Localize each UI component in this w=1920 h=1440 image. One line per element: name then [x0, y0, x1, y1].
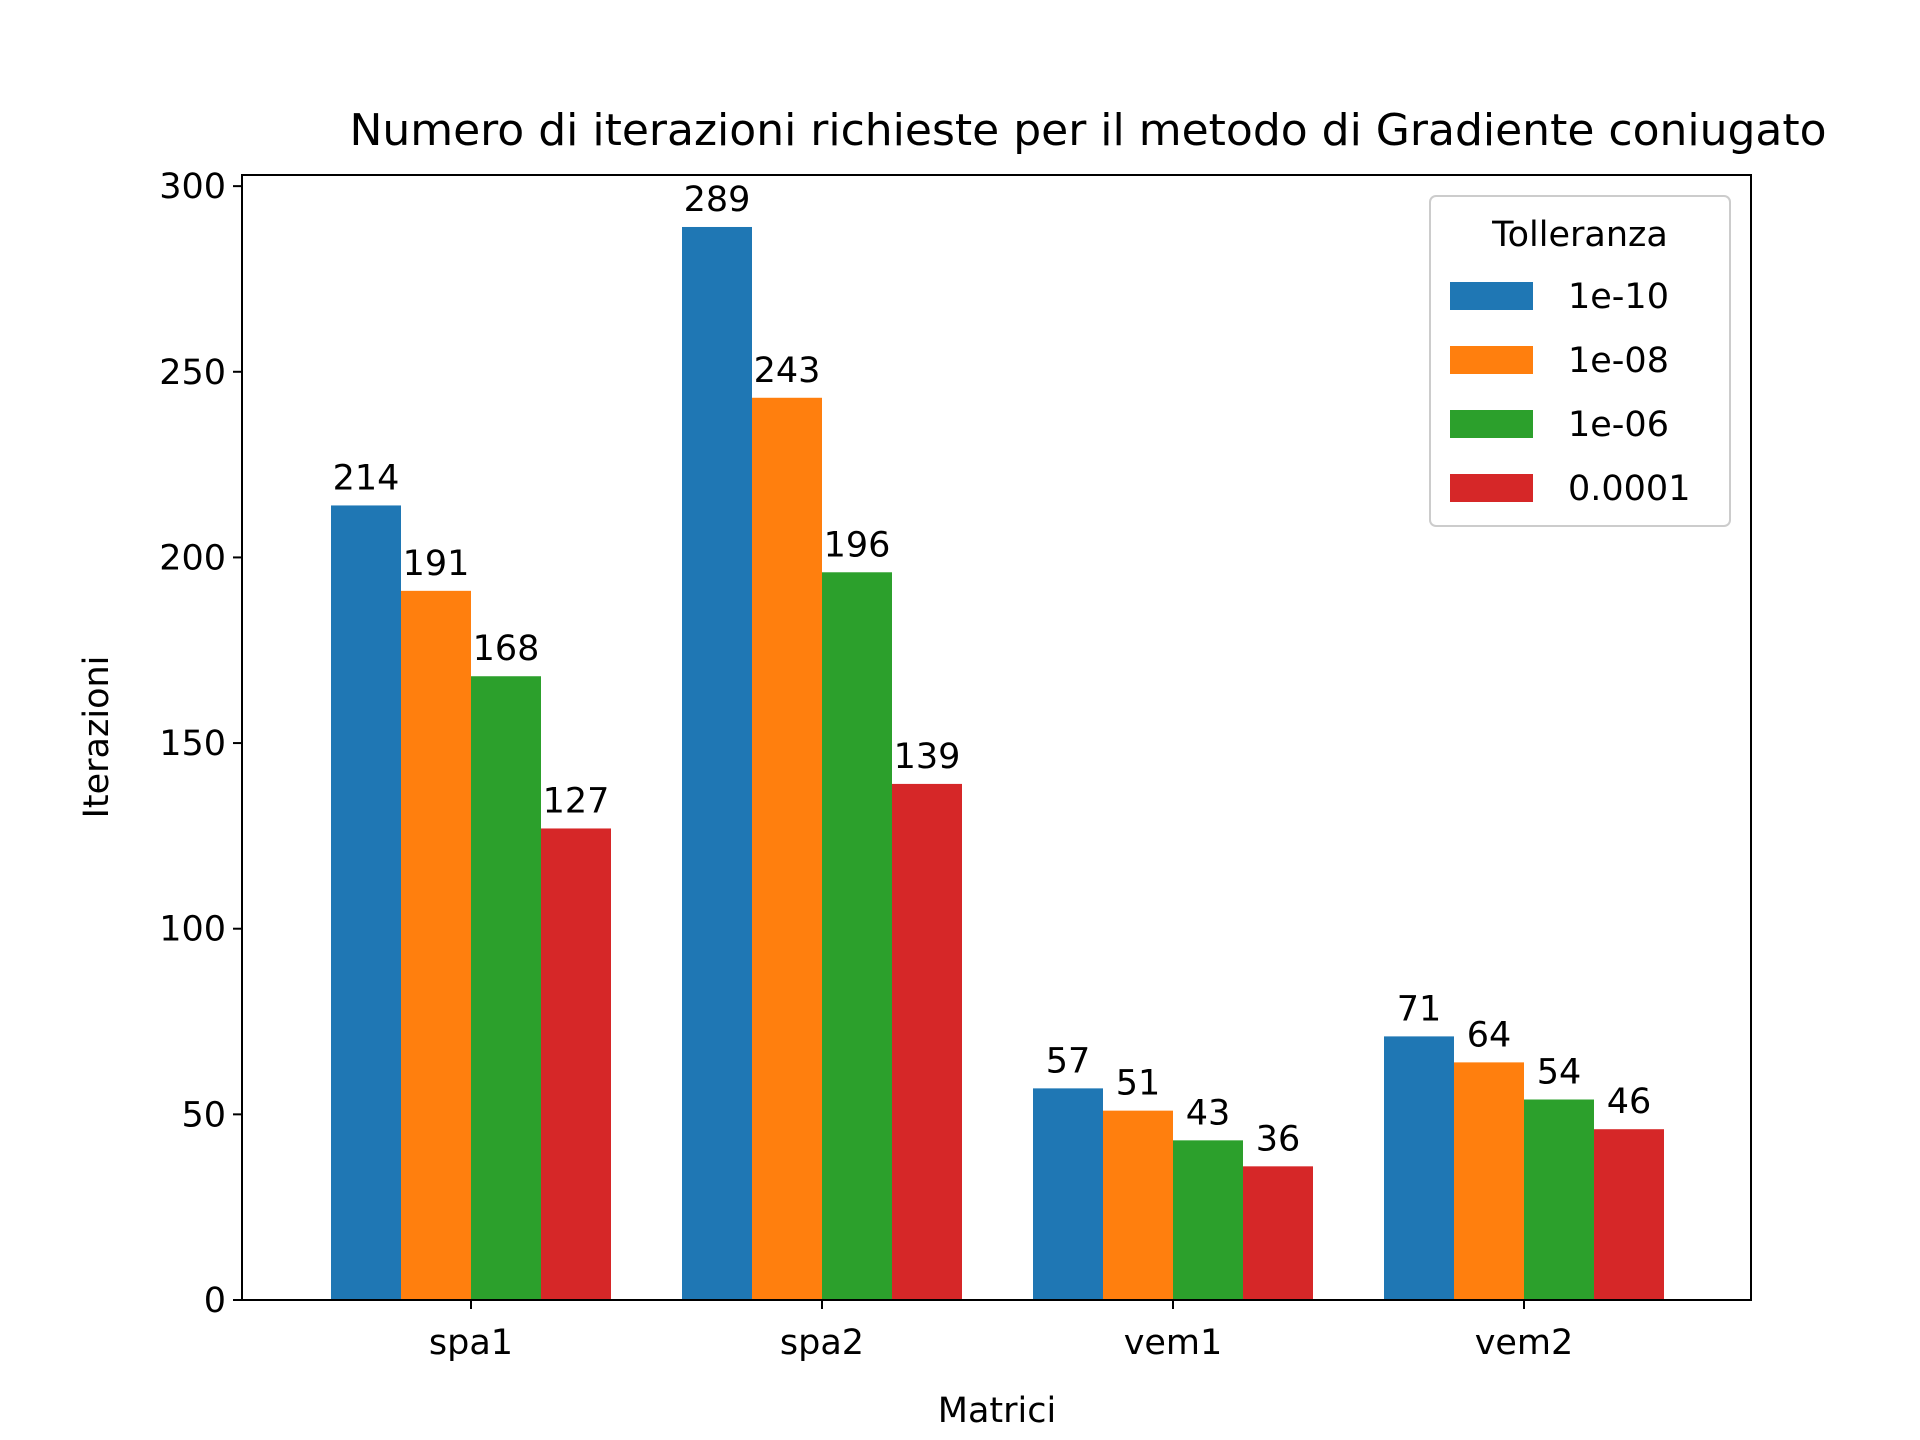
- legend: Tolleranza 1e-10 1e-08 1e-06 0.0001: [1429, 195, 1731, 527]
- y-tick-label: 250: [159, 353, 226, 393]
- bar-0.0001-vem1: [1243, 1166, 1313, 1300]
- legend-label-0.0001: 0.0001: [1568, 469, 1690, 509]
- bar-value-label: 289: [684, 180, 751, 220]
- legend-label-1e-10: 1e-10: [1568, 277, 1669, 317]
- bar-value-label: 64: [1467, 1015, 1512, 1055]
- bars-group: [331, 226, 1664, 1300]
- y-tick-label: 300: [159, 167, 226, 207]
- bar-value-label: 168: [473, 629, 540, 669]
- x-axis-label: Matrici: [938, 1391, 1056, 1431]
- bar-value-label: 46: [1607, 1082, 1652, 1122]
- bar-1e-10-vem2: [1384, 1036, 1454, 1300]
- legend-frame: [1429, 195, 1731, 527]
- bar-value-label: 36: [1256, 1119, 1301, 1159]
- bar-value-label: 71: [1397, 989, 1442, 1029]
- bar-1e-10-spa2: [682, 226, 752, 1300]
- legend-swatch-1e-08: [1450, 346, 1533, 374]
- bar-1e-10-vem1: [1033, 1088, 1103, 1300]
- x-axis: spa1 spa2 vem1 vem2: [429, 1300, 1573, 1363]
- legend-label-1e-06: 1e-06: [1568, 405, 1669, 445]
- bar-1e-10-spa1: [331, 505, 401, 1300]
- bar-value-label: 51: [1116, 1064, 1161, 1104]
- bar-value-label: 127: [543, 781, 610, 821]
- y-tick-label: 200: [159, 538, 226, 578]
- legend-label-1e-08: 1e-08: [1568, 341, 1669, 381]
- bar-value-label: 214: [333, 458, 400, 498]
- bar-value-label: 54: [1537, 1053, 1582, 1093]
- bar-1e-08-vem1: [1103, 1110, 1173, 1300]
- bar-value-label: 191: [403, 544, 470, 584]
- x-tick-label-spa1: spa1: [429, 1323, 513, 1363]
- bar-labels-group: 214 289 57 71 191 243 51 64 168 196 43 54 127 139 36 46: [333, 180, 1652, 1159]
- bar-0.0001-spa2: [892, 783, 962, 1300]
- bar-1e-08-spa2: [752, 397, 822, 1300]
- legend-items: 1e-10 1e-08 1e-06 0.0001: [1450, 277, 1690, 509]
- bar-1e-06-spa1: [471, 676, 541, 1300]
- bar-1e-06-vem1: [1173, 1140, 1243, 1300]
- bar-value-label: 57: [1046, 1041, 1091, 1081]
- x-tick-label-vem2: vem2: [1475, 1323, 1574, 1363]
- legend-swatch-0.0001: [1450, 474, 1533, 502]
- x-tick-label-vem1: vem1: [1124, 1323, 1223, 1363]
- bar-value-label: 43: [1186, 1093, 1231, 1133]
- y-tick-label: 50: [181, 1095, 226, 1135]
- plot-frame: [241, 174, 1752, 1301]
- bar-value-label: 139: [894, 737, 961, 777]
- y-axis-label: Iterazioni: [77, 656, 117, 819]
- legend-swatch-1e-10: [1450, 282, 1533, 310]
- y-tick-label: 100: [159, 910, 226, 950]
- bar-value-label: 243: [754, 351, 821, 391]
- y-tick-label: 150: [159, 724, 226, 764]
- bar-value-label: 196: [824, 525, 891, 565]
- legend-swatch-1e-06: [1450, 410, 1533, 438]
- x-tick-label-spa2: spa2: [780, 1323, 864, 1363]
- bar-0.0001-vem2: [1594, 1129, 1664, 1300]
- bar-1e-06-vem2: [1524, 1099, 1594, 1300]
- y-axis: 0 50 100 150 200 250 300: [159, 167, 242, 1321]
- bar-1e-06-spa2: [822, 572, 892, 1300]
- legend-title: Tolleranza: [1491, 215, 1668, 255]
- bar-1e-08-vem2: [1454, 1062, 1524, 1300]
- chart-title: Numero di iterazioni richieste per il me…: [349, 105, 1826, 156]
- bar-1e-08-spa1: [401, 590, 471, 1300]
- y-tick-label: 0: [204, 1281, 226, 1321]
- bar-0.0001-spa1: [541, 828, 611, 1300]
